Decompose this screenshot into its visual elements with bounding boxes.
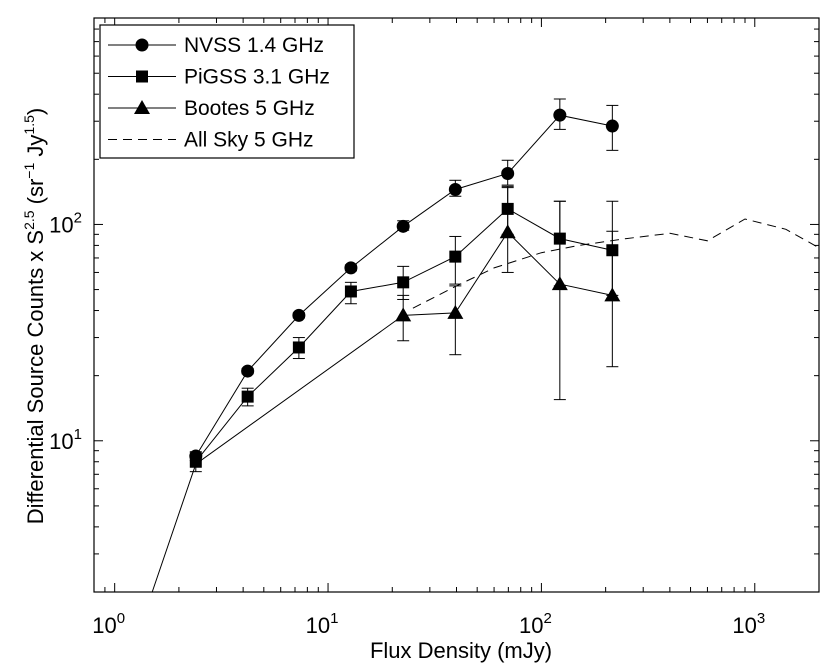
legend-marker-circle	[135, 38, 149, 52]
data-point	[189, 455, 202, 468]
data-point	[448, 183, 462, 197]
data-point	[344, 285, 357, 298]
x-tick-label: 101	[306, 610, 339, 638]
data-point	[395, 307, 412, 322]
x-tick-label: 100	[92, 610, 125, 638]
data-point	[501, 166, 515, 180]
data-point	[499, 224, 516, 239]
series-line	[195, 208, 613, 463]
series-bootes-5-ghz	[151, 185, 621, 592]
data-point	[344, 261, 358, 275]
data-point	[292, 308, 306, 322]
x-tick-label: 103	[732, 610, 765, 638]
data-point	[241, 364, 255, 378]
y-tick-label: 102	[49, 209, 82, 237]
data-point	[553, 108, 567, 122]
legend-label: Bootes 5 GHz	[184, 97, 315, 120]
legend-label: PiGSS 3.1 GHz	[184, 66, 330, 89]
y-tick-label: 101	[49, 426, 82, 454]
data-point	[605, 119, 619, 133]
series-line	[412, 218, 819, 309]
legend-label: NVSS 1.4 GHz	[184, 34, 324, 57]
x-tick-label: 102	[519, 610, 552, 638]
legend-marker-square	[136, 70, 148, 83]
data-point	[396, 219, 410, 233]
data-point	[604, 287, 621, 302]
data-point	[551, 276, 568, 291]
axis-ticks: 100 101 102 103 101 102	[49, 17, 820, 638]
data-point	[292, 341, 305, 354]
x-axis-label: Flux Density (mJy)	[370, 638, 552, 663]
data-point	[241, 390, 254, 403]
legend-label: All Sky 5 GHz	[184, 129, 314, 152]
legend: NVSS 1.4 GHz PiGSS 3.1 GHz Bootes 5 GHz All…	[99, 24, 355, 159]
data-point	[449, 250, 462, 263]
series-layer	[151, 98, 819, 592]
data-point	[397, 276, 410, 289]
y-axis-label: Differential Source Counts x S2.5 (sr−1 …	[21, 108, 48, 524]
series-all-sky-5-ghz	[412, 218, 819, 309]
data-point	[447, 304, 464, 319]
legend-marker-triangle	[134, 100, 150, 114]
